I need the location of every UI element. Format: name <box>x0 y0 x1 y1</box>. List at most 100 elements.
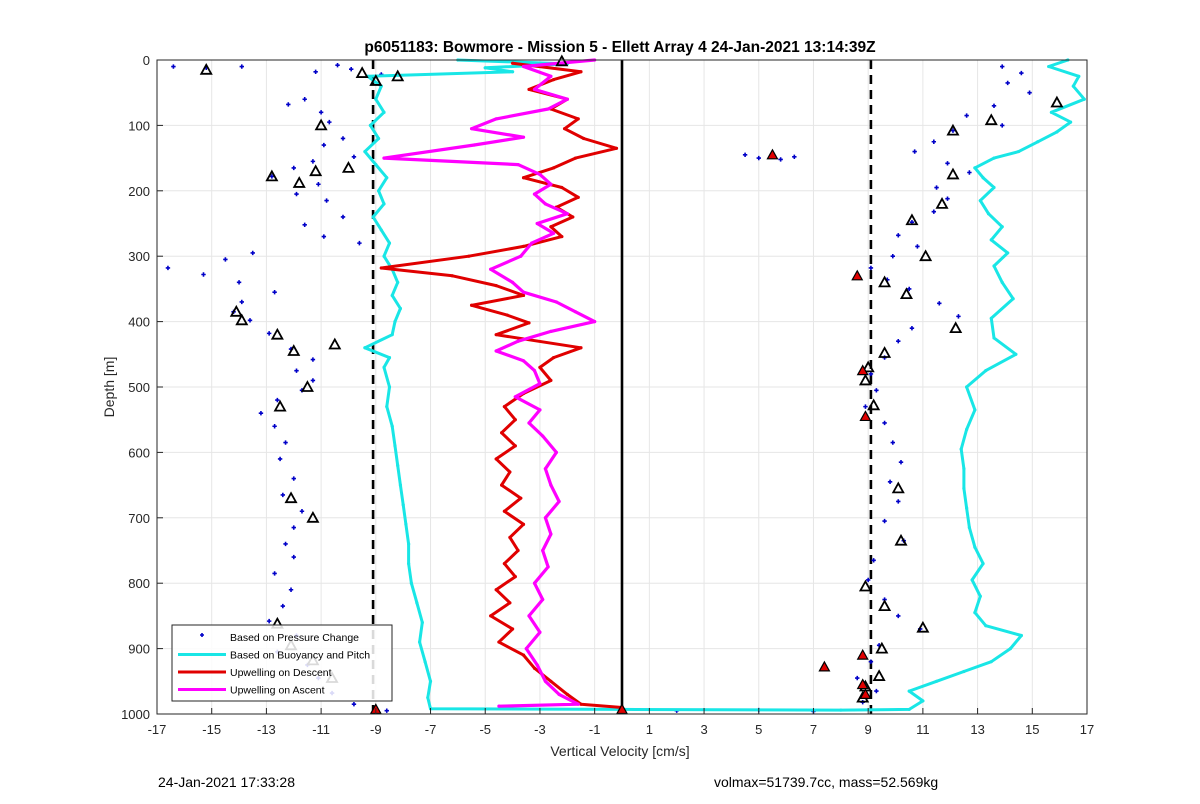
descent-upwelling-line-point <box>510 61 515 65</box>
buoyancy-pitch-line-point <box>984 369 988 373</box>
descent-upwelling-line-point <box>552 78 556 82</box>
buoyancy-pitch-line-point <box>363 346 367 350</box>
descent-upwelling-line-point <box>510 627 515 631</box>
ascent-upwelling-line-point <box>516 163 520 167</box>
pressure-change-point <box>874 688 879 694</box>
x-tick-label: 15 <box>1025 722 1039 737</box>
ascent-upwelling-line-point <box>497 704 501 708</box>
descent-upwelling-line-point <box>467 254 471 258</box>
pressure-change-point <box>1027 90 1032 95</box>
red-triangle-marker <box>818 660 831 672</box>
pressure-change-point <box>165 265 171 271</box>
descent-upwelling-line-point <box>576 195 580 199</box>
buoyancy-pitch-line-point <box>387 355 392 360</box>
pressure-change-point <box>934 185 939 190</box>
descent-upwelling-line-point <box>538 365 542 369</box>
pressure-change-point <box>294 191 299 197</box>
x-tick-label: 11 <box>916 722 930 737</box>
buoyancy-pitch-line-point <box>907 707 911 712</box>
buoyancy-pitch-line-point <box>1011 297 1015 301</box>
outline-triangle-marker <box>946 167 960 180</box>
descent-upwelling-line-point <box>552 355 556 360</box>
ascent-upwelling-line-point <box>554 300 558 304</box>
chart-title: p6051183: Bowmore - Mission 5 - Ellett A… <box>364 39 876 56</box>
descent-upwelling-line-point <box>552 166 556 170</box>
ascent-upwelling-line-point <box>524 647 528 651</box>
pressure-change-point <box>887 479 893 485</box>
buoyancy-pitch-line-point <box>393 320 397 324</box>
ascent-upwelling-line-point <box>521 359 526 363</box>
descent-upwelling-line-point <box>560 234 564 239</box>
pressure-change-point <box>890 254 895 259</box>
buoyancy-pitch-line-point <box>962 467 966 471</box>
tick-labels: -17 -15 -13 -11 -9 -7 -5 -3 -1 1 3 5 7 9 11 13 15 1701002… <box>121 53 1094 737</box>
buoyancy-pitch-line-point <box>396 280 400 284</box>
x-tick-label: -7 <box>425 722 437 737</box>
buoyancy-pitch-line-point <box>973 545 977 549</box>
pressure-change-point <box>302 222 307 228</box>
outline-triangle-marker <box>875 641 889 654</box>
outline-triangle-marker <box>328 337 342 350</box>
descent-upwelling-line-point <box>527 87 531 92</box>
buoyancy-pitch-line-point <box>907 689 911 693</box>
outline-triangle-marker <box>292 176 306 188</box>
buoyancy-pitch-line-point <box>984 624 988 628</box>
x-tick-label: 3 <box>700 722 707 737</box>
x-tick-label: -1 <box>589 722 601 737</box>
ascent-upwelling-line-point <box>546 107 550 111</box>
descent-upwelling-line-point <box>513 418 517 422</box>
buoyancy-pitch-line-point <box>962 486 966 490</box>
outline-triangle-marker <box>229 304 243 317</box>
x-tick-label: 13 <box>970 722 984 737</box>
buoyancy-pitch-line-point <box>390 333 394 337</box>
outline-triangle-marker <box>273 399 287 412</box>
pressure-change-point <box>288 587 294 592</box>
buoyancy-pitch-line-point <box>992 185 996 190</box>
buoyancy-pitch-line <box>363 58 1086 712</box>
x-tick-label: -9 <box>370 722 382 737</box>
descent-upwelling-line-point <box>513 444 517 448</box>
buoyancy-pitch-line-point <box>382 254 386 258</box>
y-tick-label: 200 <box>128 184 150 199</box>
outline-triangle-marker <box>265 169 279 182</box>
pressure-change-point <box>931 209 937 214</box>
ascent-upwelling-line-point <box>549 483 553 487</box>
outline-triangle-marker <box>309 164 323 177</box>
outline-triangle-marker <box>300 380 314 392</box>
pressure-change-point <box>291 165 296 171</box>
ascent-upwelling-line-point <box>538 382 542 386</box>
descent-upwelling-line-point <box>521 522 526 526</box>
pressure-change-point <box>318 110 324 115</box>
buoyancy-pitch-line-point <box>398 483 403 487</box>
ascent-upwelling-line-point <box>538 630 542 634</box>
outline-triangle-marker <box>341 161 356 173</box>
ascent-upwelling-line-point <box>532 192 537 196</box>
pressure-change-point <box>384 708 389 713</box>
buoyancy-pitch-line-point <box>1000 225 1004 229</box>
outline-triangle-marker <box>306 510 320 523</box>
descent-upwelling-line-point <box>494 588 498 592</box>
pressure-change-point <box>896 233 901 238</box>
buoyancy-pitch-line-point <box>989 660 993 664</box>
pressure-change-point <box>272 289 277 295</box>
pressure-change-point <box>351 154 357 159</box>
buoyancy-pitch-line-point <box>978 594 982 598</box>
pressure-change-point <box>201 272 206 277</box>
pressure-change-point <box>874 388 879 393</box>
buoyancy-pitch-line-point <box>396 463 400 468</box>
descent-upwelling-line-point <box>573 156 578 160</box>
buoyancy-pitch-line-point <box>921 699 925 703</box>
buoyancy-pitch-line-point <box>415 601 419 605</box>
buoyancy-pitch-line-point <box>371 215 375 219</box>
descent-upwelling-line-point <box>549 679 553 683</box>
descent-upwelling-line-point <box>579 70 583 74</box>
pressure-change-point <box>945 161 950 166</box>
legend: Based on Pressure Change Based on Buoyanc… <box>171 624 393 702</box>
pressure-change-point <box>898 460 904 465</box>
buoyancy-pitch-line-point <box>978 199 982 203</box>
buoyancy-pitch-line-point <box>973 166 977 170</box>
pressure-change-point <box>882 420 887 426</box>
x-tick-label: 17 <box>1080 722 1094 737</box>
descent-upwelling-line-point <box>532 666 537 670</box>
legend-entry-label: Based on Pressure Change <box>230 632 359 644</box>
